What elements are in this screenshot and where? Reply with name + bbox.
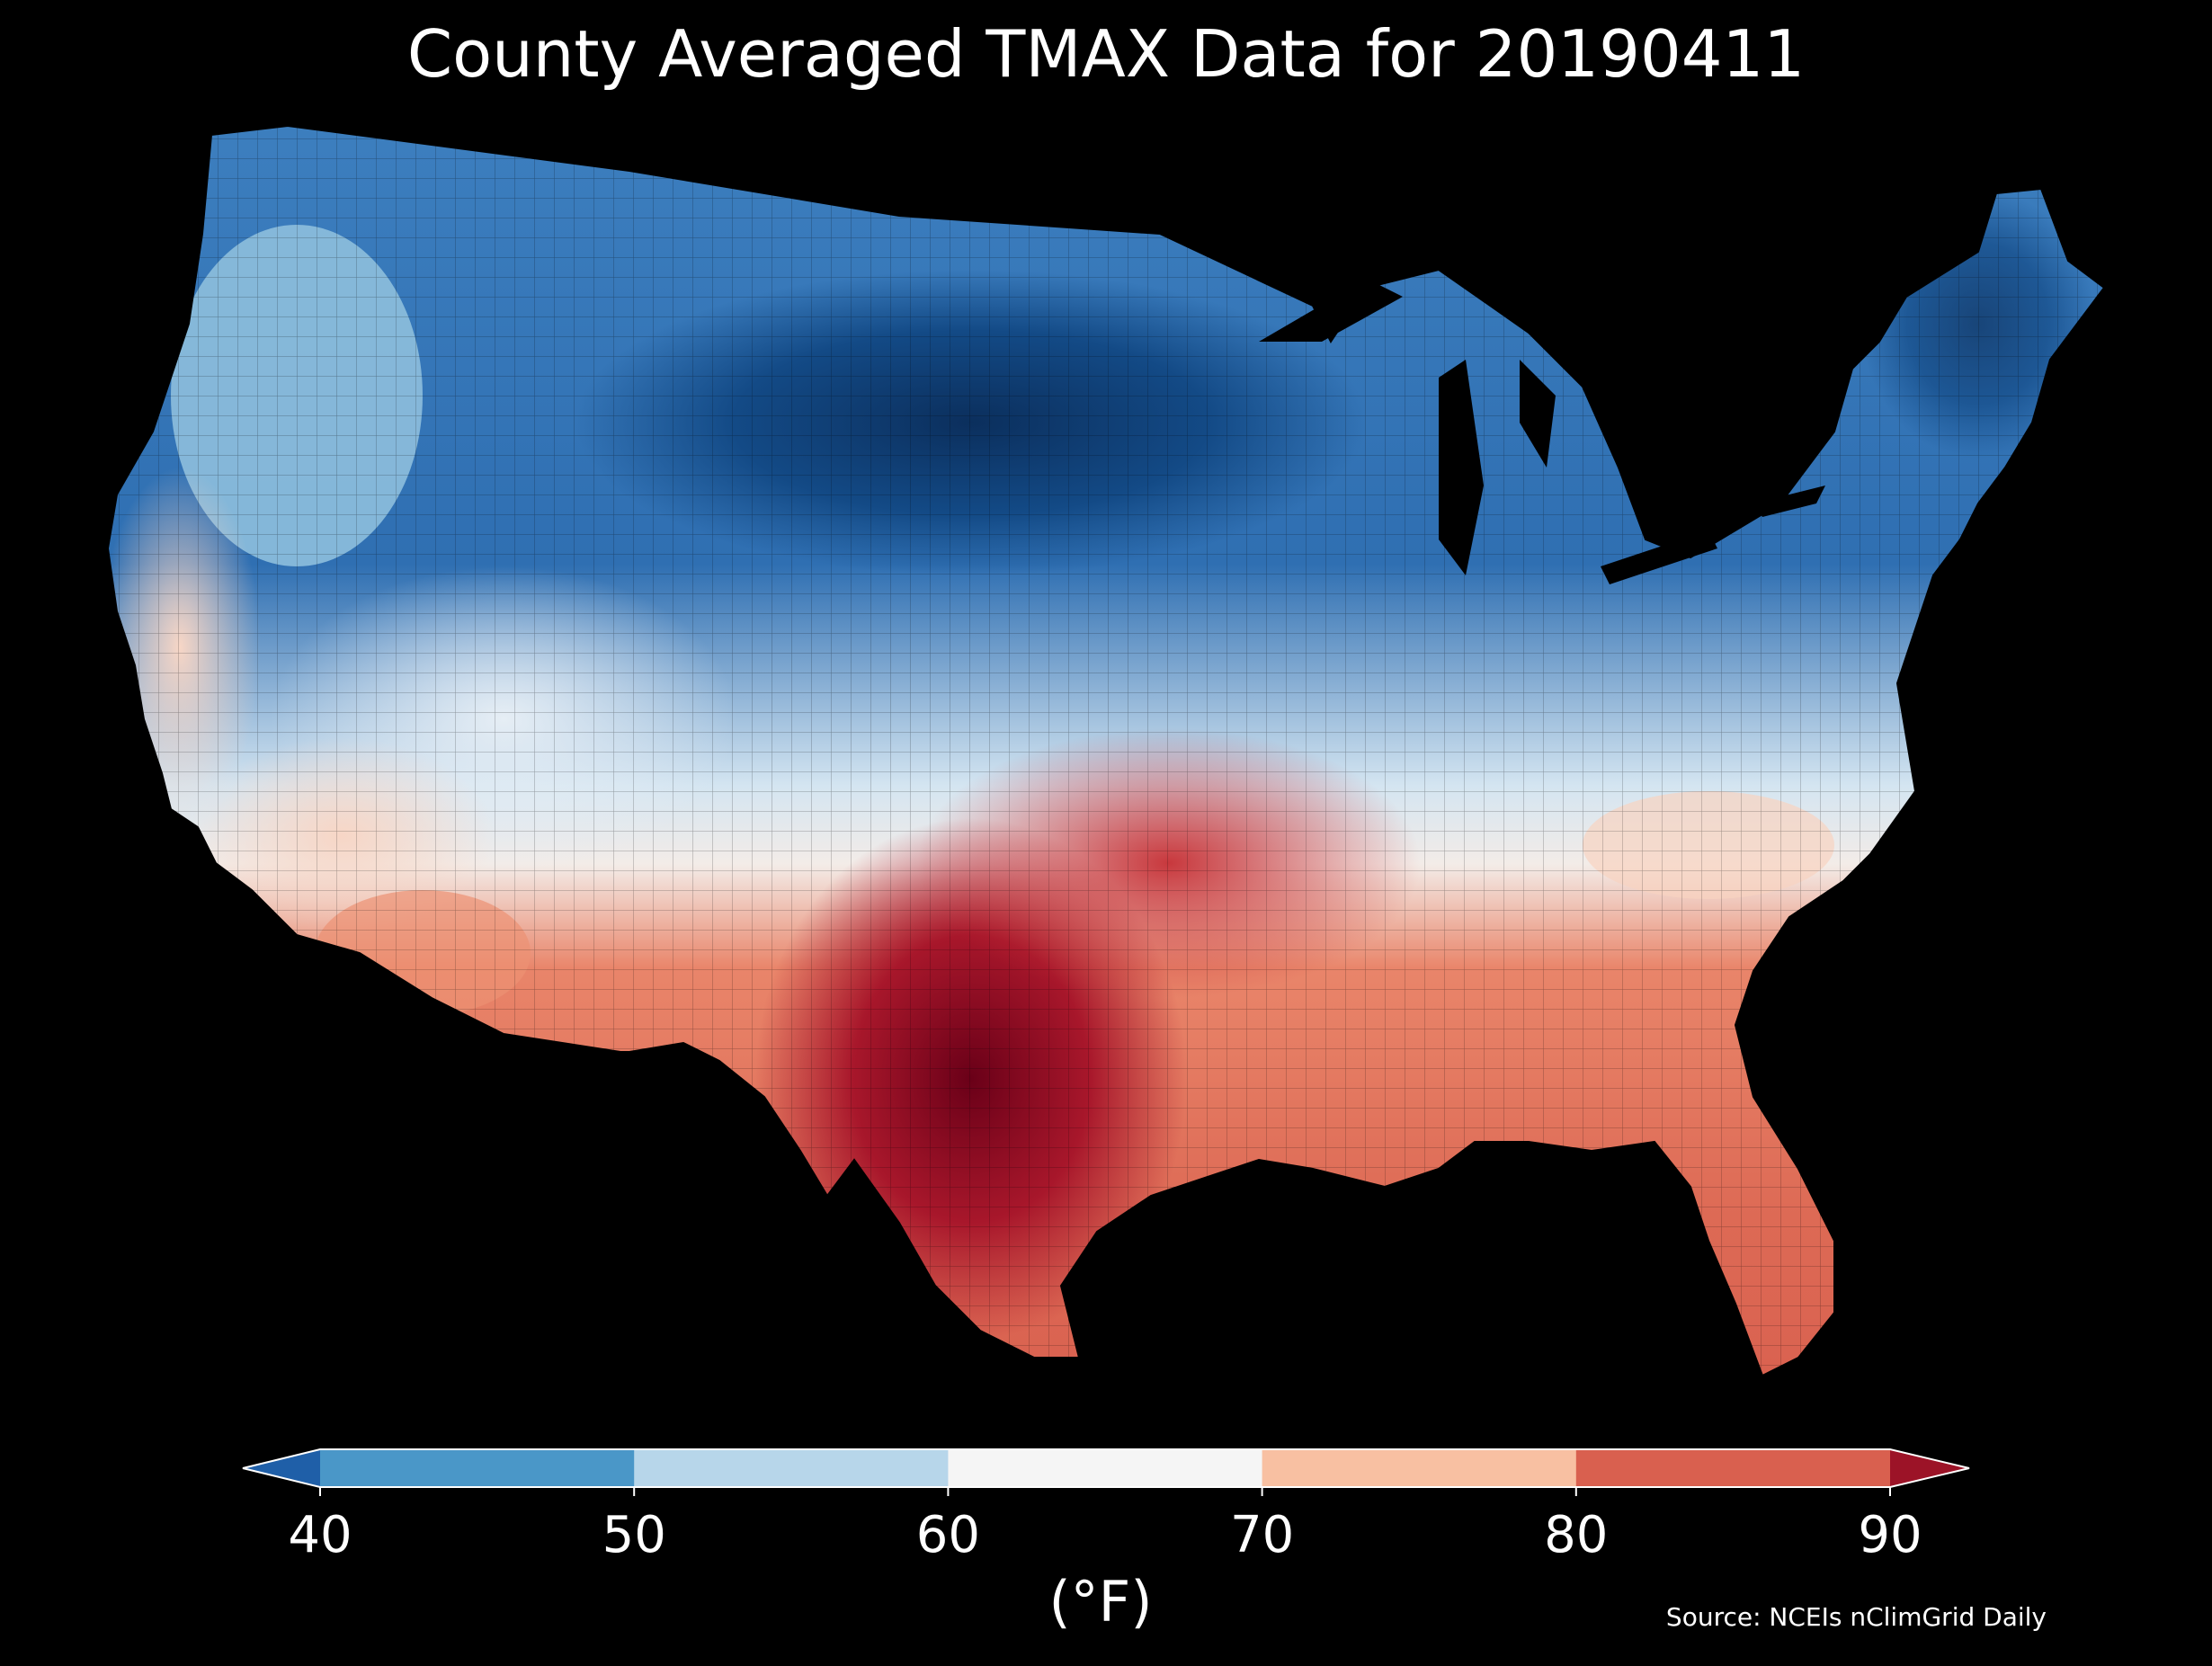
colorbar-bin [1262,1449,1577,1487]
choropleth-map [107,125,2105,1376]
colorbar-bin [948,1449,1263,1487]
colorbar-tick-label: 60 [916,1506,980,1564]
colorbar-tick-label: 80 [1544,1506,1608,1564]
great-lakes [1259,279,1825,584]
colorbar-tick-label: 40 [288,1506,352,1564]
colorbar-bin [320,1449,635,1487]
colorbar-extend-low [243,1449,320,1487]
source-note: Source: NCEIs nClimGrid Daily [1665,1602,2047,1632]
colorbar-unit-label: (°F) [1048,1569,1153,1635]
colorbar-tick-label: 50 [602,1506,666,1564]
colorbar-bin [634,1449,949,1487]
colorbar-tick-label: 70 [1230,1506,1294,1564]
colorbar-bin [1575,1449,1891,1487]
colorbar-extend-high [1890,1449,1969,1487]
map-title: County Averaged TMAX Data for 20190411 [406,16,1806,92]
colorbar-tick-label: 90 [1858,1506,1922,1564]
